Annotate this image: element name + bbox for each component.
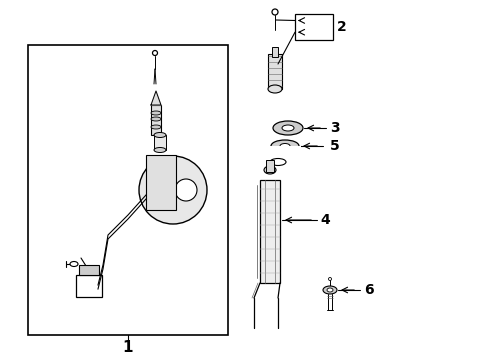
Text: 3: 3: [330, 121, 340, 135]
Bar: [269, 146, 301, 153]
Ellipse shape: [280, 144, 290, 149]
Bar: [154, 135, 166, 150]
Ellipse shape: [273, 121, 303, 135]
Ellipse shape: [328, 278, 332, 280]
Ellipse shape: [271, 140, 299, 152]
Bar: [268, 54, 282, 89]
Ellipse shape: [70, 261, 78, 266]
Ellipse shape: [268, 85, 282, 93]
Bar: [272, 47, 278, 57]
Ellipse shape: [327, 288, 333, 292]
Ellipse shape: [139, 156, 207, 224]
Bar: [260, 180, 280, 283]
Ellipse shape: [270, 158, 286, 166]
Bar: [79, 265, 99, 275]
Bar: [28, 45, 228, 335]
Bar: [76, 275, 102, 297]
Ellipse shape: [323, 286, 337, 294]
Text: 2: 2: [337, 20, 347, 34]
Ellipse shape: [154, 132, 166, 138]
Ellipse shape: [151, 125, 161, 129]
Bar: [295, 14, 333, 40]
Ellipse shape: [272, 9, 278, 15]
Ellipse shape: [151, 111, 161, 115]
Bar: [146, 155, 176, 210]
Polygon shape: [151, 91, 161, 105]
Text: 1: 1: [123, 341, 133, 356]
Ellipse shape: [175, 179, 197, 201]
Ellipse shape: [282, 125, 294, 131]
Ellipse shape: [264, 166, 276, 174]
Ellipse shape: [154, 148, 166, 153]
Bar: [151, 105, 161, 135]
Text: 6: 6: [364, 283, 373, 297]
Text: 5: 5: [330, 139, 340, 153]
Ellipse shape: [152, 50, 157, 55]
Bar: [266, 160, 274, 172]
Text: 4: 4: [320, 213, 330, 227]
Ellipse shape: [151, 117, 161, 121]
